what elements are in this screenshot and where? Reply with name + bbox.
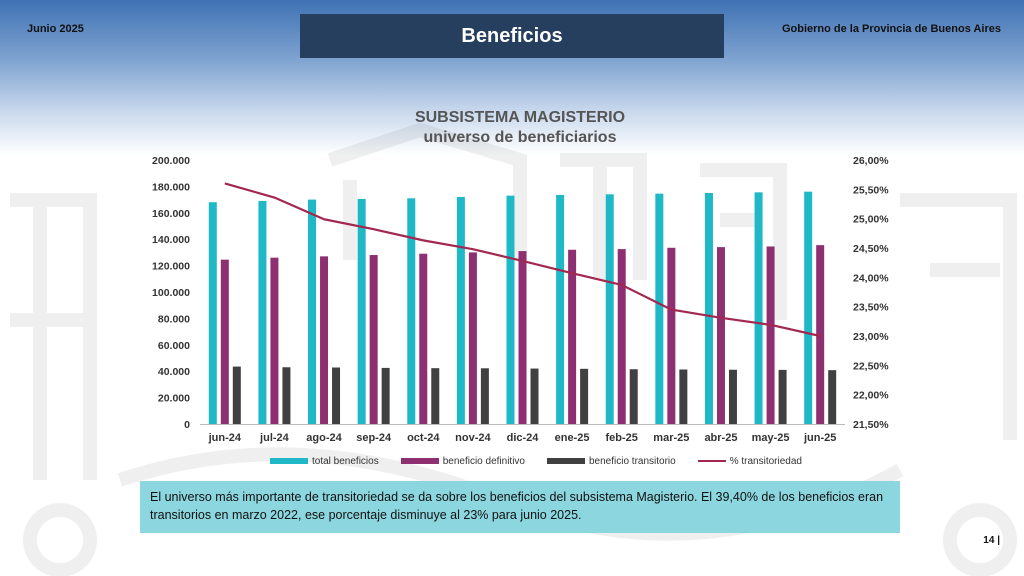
bar-2-nov-24 <box>480 368 489 424</box>
bar-1-ene-25 <box>568 249 577 424</box>
bar-0-sep-24 <box>357 198 366 424</box>
bar-0-dic-24 <box>506 195 515 424</box>
chart-title-block: SUBSISTEMA MAGISTERIO universo de benefi… <box>320 108 720 148</box>
transitoriedad-line <box>224 182 821 338</box>
x-tick-label: ago-24 <box>306 432 342 444</box>
bar-2-oct-24 <box>431 368 440 424</box>
bar-0-feb-25 <box>605 194 614 424</box>
summary-note: El universo más importante de transitori… <box>140 481 900 533</box>
x-tick-label: nov-24 <box>455 432 491 444</box>
x-tick-label: feb-25 <box>606 432 638 444</box>
bar-2-ago-24 <box>332 367 341 424</box>
x-tick-label: mar-25 <box>653 432 689 444</box>
bar-2-sep-24 <box>381 367 390 424</box>
legend-label-total: total beneficios <box>312 455 379 467</box>
bar-2-abr-25 <box>728 369 737 424</box>
y-tick-label: 40.000 <box>158 366 190 378</box>
organization-name: Gobierno de la Provincia de Buenos Aires <box>781 23 1001 35</box>
y2-tick-label: 24,00% <box>853 272 889 284</box>
legend-label-transitorio: beneficio transitorio <box>589 455 676 467</box>
y-tick-label: 200.000 <box>152 155 190 167</box>
legend-item-total: total beneficios <box>270 456 379 467</box>
chart-legend: total beneficios beneficio definitivo be… <box>270 454 824 468</box>
legend-swatch-definitivo <box>400 458 439 464</box>
y-tick-label: 180.000 <box>152 181 190 193</box>
page-number: 14 | <box>983 535 1000 546</box>
y2-tick-label: 26,00% <box>853 155 889 167</box>
x-tick-label: dic-24 <box>507 432 540 444</box>
x-tick-label: jun-24 <box>208 432 242 444</box>
y-tick-label: 80.000 <box>158 313 190 325</box>
chart-title: SUBSISTEMA MAGISTERIO <box>414 109 626 126</box>
y-tick-label: 160.000 <box>152 208 190 220</box>
y2-tick-label: 23,50% <box>853 302 889 314</box>
bar-0-may-25 <box>754 192 763 424</box>
x-tick-label: jun-25 <box>803 432 836 444</box>
bar-2-jun-25 <box>828 370 837 424</box>
bar-2-feb-25 <box>629 369 638 424</box>
bar-1-dic-24 <box>518 251 527 424</box>
bar-1-sep-24 <box>369 255 378 424</box>
bar-0-jun-24 <box>208 202 217 424</box>
y-tick-label: 20.000 <box>158 393 190 405</box>
bar-1-jul-24 <box>270 257 279 424</box>
x-tick-label: jul-24 <box>259 432 290 444</box>
legend-label-definitivo: beneficio definitivo <box>442 455 525 467</box>
bar-1-abr-25 <box>716 247 725 424</box>
bar-2-ene-25 <box>580 368 589 424</box>
legend-item-transitorio: beneficio transitorio <box>547 456 676 467</box>
bar-0-oct-24 <box>407 198 416 424</box>
x-tick-label: sep-24 <box>356 432 392 444</box>
y-tick-label: 120.000 <box>152 261 190 273</box>
bar-1-feb-25 <box>617 249 626 424</box>
y-tick-label: 0 <box>184 419 190 431</box>
legend-swatch-transitorio <box>547 458 585 464</box>
bar-0-abr-25 <box>704 193 713 424</box>
y2-tick-label: 25,50% <box>853 184 889 196</box>
y-tick-label: 140.000 <box>152 234 190 246</box>
legend-item-definitivo: beneficio definitivo <box>400 455 525 467</box>
x-tick-label: ene-25 <box>555 432 590 444</box>
bar-1-ago-24 <box>320 256 329 424</box>
bar-0-mar-25 <box>655 193 664 424</box>
chart-subtitle: universo de beneficiarios <box>423 129 617 146</box>
y2-tick-label: 23,00% <box>853 331 889 343</box>
y-tick-label: 100.000 <box>152 287 190 299</box>
y2-tick-label: 21,50% <box>853 419 889 431</box>
bar-1-nov-24 <box>468 252 477 424</box>
bar-1-mar-25 <box>667 247 676 424</box>
y-tick-label: 60.000 <box>158 340 190 352</box>
bar-2-may-25 <box>778 369 787 424</box>
x-tick-label: may-25 <box>752 432 790 444</box>
bar-2-mar-25 <box>679 369 688 424</box>
bar-0-jul-24 <box>258 200 267 424</box>
bar-1-jun-24 <box>220 259 229 424</box>
bar-2-jul-24 <box>282 367 291 424</box>
legend-label-pct: % transitoriedad <box>729 455 802 467</box>
y2-tick-label: 22,50% <box>853 360 889 372</box>
legend-item-pct: % transitoriedad <box>697 455 802 467</box>
page-title: Beneficios <box>300 14 724 58</box>
x-tick-label: oct-24 <box>407 432 440 444</box>
bar-2-dic-24 <box>530 368 539 424</box>
bar-0-nov-24 <box>456 196 465 424</box>
y2-tick-label: 22,00% <box>853 390 889 402</box>
bar-0-ene-25 <box>556 194 565 424</box>
legend-swatch-total <box>270 458 308 464</box>
bar-0-ago-24 <box>308 199 317 424</box>
bar-1-oct-24 <box>419 253 428 424</box>
report-date: Junio 2025 <box>27 23 84 35</box>
bar-2-jun-24 <box>232 366 241 424</box>
x-tick-label: abr-25 <box>704 432 737 444</box>
bar-1-jun-25 <box>816 245 825 424</box>
y2-tick-label: 25,00% <box>853 214 889 226</box>
bar-1-may-25 <box>766 246 775 424</box>
y2-tick-label: 24,50% <box>853 243 889 255</box>
legend-swatch-pct <box>697 460 726 462</box>
bar-0-jun-25 <box>804 191 813 424</box>
